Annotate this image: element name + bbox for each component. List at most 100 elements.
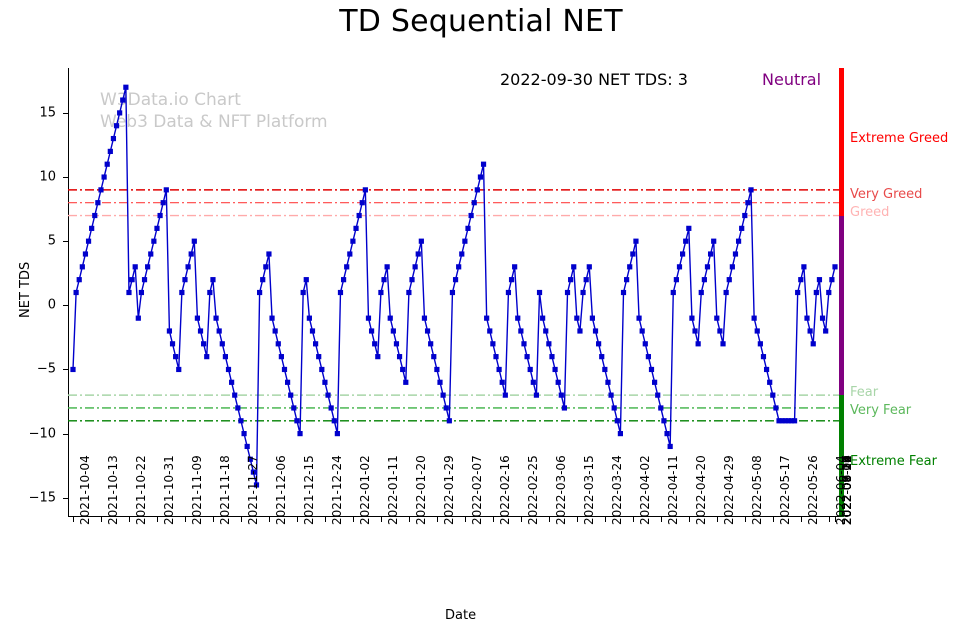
data-point: [344, 264, 350, 270]
data-point: [720, 341, 726, 347]
data-point: [673, 277, 679, 283]
data-point: [468, 212, 474, 219]
data-point: [294, 418, 300, 424]
data-point: [695, 341, 701, 347]
data-point: [297, 431, 303, 437]
data-point: [617, 431, 623, 437]
data-point: [779, 418, 785, 424]
data-point: [763, 366, 770, 373]
data-point: [813, 289, 819, 296]
data-point: [614, 418, 620, 424]
data-point: [313, 341, 319, 347]
data-point: [754, 328, 760, 334]
data-point: [157, 212, 163, 219]
data-point: [676, 264, 683, 270]
data-point: [832, 264, 838, 270]
data-point: [188, 251, 194, 257]
data-point: [589, 315, 595, 321]
data-point: [512, 264, 518, 270]
data-point: [316, 354, 322, 360]
data-point: [536, 289, 543, 296]
data-point: [776, 418, 782, 424]
x-tick: [100, 517, 102, 522]
x-tick: [73, 517, 74, 522]
data-point: [592, 328, 599, 334]
data-point: [403, 379, 409, 385]
data-point: [605, 379, 611, 385]
y-tick-label: 0: [47, 297, 56, 313]
data-point: [359, 200, 365, 206]
data-point: [499, 379, 505, 385]
x-tick: [324, 517, 326, 522]
data-point: [801, 264, 807, 270]
data-point: [384, 264, 390, 270]
data-point: [462, 238, 468, 244]
data-point: [396, 354, 403, 360]
data-point: [686, 225, 692, 231]
data-point: [120, 97, 126, 103]
data-point: [785, 418, 791, 424]
data-point: [110, 135, 117, 142]
fear-label: Fear: [850, 384, 879, 400]
data-point: [735, 238, 742, 244]
data-point: [322, 379, 328, 385]
greed-label: Greed: [850, 204, 890, 220]
x-tick-label: 2022-05-08: [749, 455, 764, 525]
data-point: [633, 238, 639, 244]
data-point: [655, 392, 661, 398]
data-point: [798, 277, 804, 283]
data-point: [636, 315, 642, 321]
x-tick: [464, 517, 466, 522]
data-point: [163, 187, 169, 193]
data-point: [642, 341, 648, 347]
data-point: [508, 277, 515, 283]
data-point: [431, 354, 437, 360]
data-point: [580, 289, 586, 296]
data-point: [602, 366, 608, 373]
data-point: [683, 238, 689, 244]
data-point: [400, 366, 406, 373]
data-point: [225, 366, 232, 373]
data-point: [257, 289, 263, 296]
x-tick: [380, 517, 382, 522]
extreme-greed-label: Extreme Greed: [850, 130, 949, 146]
data-point: [664, 431, 670, 437]
data-point: [739, 225, 745, 231]
data-point: [176, 366, 182, 373]
extreme-fear-label: Extreme Fear: [850, 453, 937, 469]
data-point: [253, 482, 260, 488]
data-point: [667, 443, 673, 450]
data-point: [518, 328, 524, 334]
x-tick-label: 2022-05-17: [777, 455, 792, 525]
x-tick-label: 2021-12-06: [273, 455, 288, 525]
data-point: [502, 392, 508, 398]
x-tick: [156, 517, 158, 522]
data-point: [829, 277, 835, 283]
x-tick-label: 2021-10-31: [161, 455, 176, 525]
data-point: [648, 366, 655, 373]
data-point: [135, 315, 141, 321]
x-tick: [604, 517, 606, 522]
data-point: [138, 289, 145, 296]
data-point: [558, 392, 564, 398]
current-state-annotation: Neutral: [762, 70, 822, 89]
data-point: [154, 225, 160, 231]
data-point: [82, 251, 89, 257]
data-point: [748, 187, 754, 193]
data-point: [652, 379, 658, 385]
data-point: [446, 418, 452, 424]
data-point: [549, 354, 555, 360]
data-point: [95, 200, 101, 206]
x-tick-label: 2021-12-15: [301, 455, 316, 525]
data-point: [126, 289, 132, 296]
data-point: [182, 277, 188, 283]
y-tick: [63, 305, 68, 307]
x-tick-label: 2022-02-07: [469, 455, 484, 525]
y-tick: [63, 177, 68, 179]
x-tick-label: 2022-04-11: [665, 455, 680, 525]
data-point: [232, 392, 238, 398]
data-point: [73, 289, 79, 296]
data-point: [375, 354, 381, 360]
y-tick-label: −15: [28, 490, 56, 506]
data-point: [368, 328, 375, 334]
